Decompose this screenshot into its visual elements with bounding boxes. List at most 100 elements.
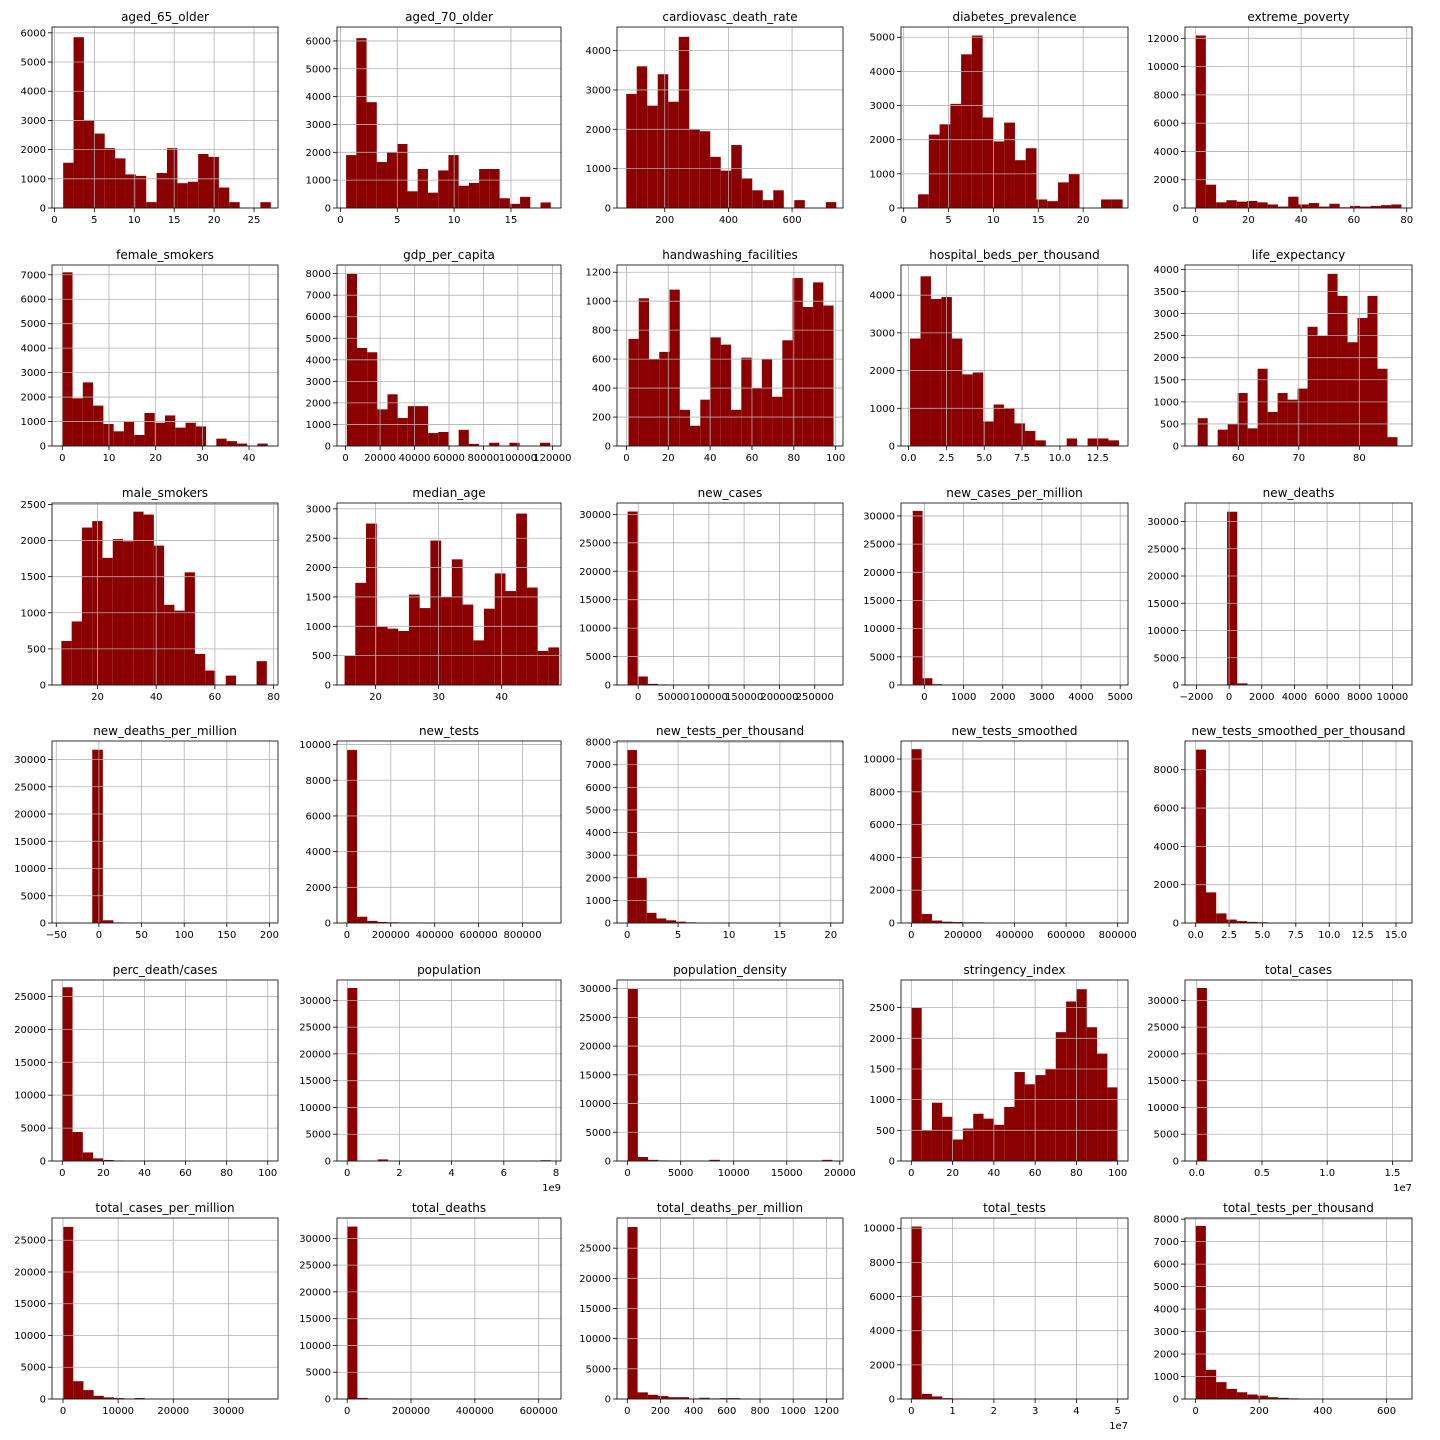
histogram-bar [154,422,165,446]
y-tick-label: 4000 [870,291,895,302]
histogram-bar [825,202,837,208]
chart-title: median_age [412,486,485,500]
histogram-bar [184,572,195,685]
y-tick-label: 6000 [1154,119,1179,130]
histogram-bar [417,169,428,208]
histogram-bar [912,510,923,685]
y-tick-label: 20000 [1147,1049,1179,1060]
histogram-panel: 0 20 40 60 80 100 0 5000 10000 15000 20000 25000 per… [14,963,279,1179]
chart-title: new_deaths [1263,486,1335,500]
axes-frame [336,1217,562,1400]
histogram-bar [71,621,82,685]
x-tick-label: 60 [179,1168,192,1179]
histogram-panel: −2000 0 2000 4000 6000 8000 100000500010000150… [1147,486,1413,703]
chart-title: new_cases_per_million [946,486,1083,500]
y-tick-label: 5000 [306,1368,331,1379]
y-tick-label: 2000 [870,886,895,897]
x-tick-label: 0 [624,930,630,941]
y-tick-label: 1500 [306,592,331,603]
y-tick-label: 2000 [1154,880,1179,891]
y-tick-label: 0 [605,442,611,453]
y-tick-label: 1000 [870,169,895,180]
x-tick-label: 20000 [824,1168,856,1179]
x-tick-label: 8000 [1347,692,1372,703]
x-tick-label: 1.0 [1319,1168,1335,1179]
y-tick-label: 15000 [299,1076,331,1087]
histogram-bar [62,987,73,1161]
y-tick-label: 6000 [870,1292,895,1303]
histogram-bar [772,396,783,446]
histogram-bar [1329,203,1340,208]
histogram-bar [367,920,378,923]
x-tick-label: 0 [344,1168,350,1179]
histogram-bar [1277,206,1289,208]
x-tick-label: 600000 [1047,930,1085,941]
histogram-bar [473,640,485,685]
y-tick-label: 2000 [1154,353,1179,364]
y-tick-label: 5000 [1154,1130,1179,1141]
histogram-bar [346,155,357,208]
histogram-bar [678,1397,690,1399]
y-tick-label: 30000 [863,511,895,522]
y-tick-label: 4000 [586,46,611,57]
histogram-bar [356,38,367,208]
x-tick-label: 400000 [416,930,454,941]
x-tick-label: 10 [723,930,736,941]
chart-title: stringency_index [964,963,1066,977]
y-tick-label: 30000 [299,1234,331,1245]
histogram-bar [144,412,155,446]
y-tick-label: 0 [325,919,331,930]
histogram-bar [133,511,144,685]
histogram-bar [226,441,237,446]
histogram-bar [377,1159,388,1161]
histogram-bar [398,630,409,685]
y-tick-label: 1000 [870,404,895,415]
histogram-bar [1247,1394,1258,1399]
histogram-bar [366,102,377,208]
x-tick-label: 0 [901,215,907,226]
y-tick-label: 2000 [870,1034,895,1045]
x-tick-label: 80 [1070,1168,1083,1179]
y-tick-label: 4000 [306,847,331,858]
histogram-bar [143,514,154,685]
histogram-bar [93,1395,104,1399]
histogram-bar [1377,368,1388,446]
x-tick-label: 800000 [1099,930,1137,941]
x-tick-label: 0 [921,692,927,703]
histogram-bar [627,1227,638,1399]
y-tick-label: 20000 [863,568,895,579]
histogram-bar [408,594,420,685]
histogram-bar [187,181,199,208]
histogram-bar [921,1393,932,1399]
y-tick-label: 3000 [870,328,895,339]
x-tick-label: 0 [908,1168,914,1179]
histogram-panel: 200 400 600 0 1000 2000 3000 4000 cardiovasc_dea… [586,10,844,226]
histogram-bar [198,153,209,208]
histogram-bar [347,1226,358,1399]
histogram-bar [931,1102,943,1161]
y-tick-label: 15000 [579,1070,611,1081]
y-tick-label: 10000 [863,624,895,635]
x-tick-label: 70 [1292,453,1305,464]
x-tick-label: 0 [60,1406,66,1417]
x-tick-label: 0 [344,930,350,941]
x-tick-label: 10.0 [1049,453,1071,464]
histogram-bar [731,145,742,208]
histogram-bar [720,344,732,446]
x-tick-label: 2 [396,1168,402,1179]
y-tick-label: 5000 [21,58,46,69]
histogram-bar [993,1124,1005,1161]
y-tick-label: 2000 [21,393,46,404]
y-tick-label: 8000 [306,776,331,787]
x-tick-label: 5 [1114,1406,1120,1417]
histogram-bar [679,409,691,446]
histogram-bar [1066,1001,1077,1161]
y-tick-label: 5000 [586,652,611,663]
x-tick-label: 12.5 [1087,453,1109,464]
y-tick-label: 2000 [586,125,611,136]
x-tick-label: 5000 [1107,692,1132,703]
histogram-bar [741,178,753,208]
y-tick-label: 30000 [579,984,611,995]
y-tick-label: 0 [605,681,611,692]
